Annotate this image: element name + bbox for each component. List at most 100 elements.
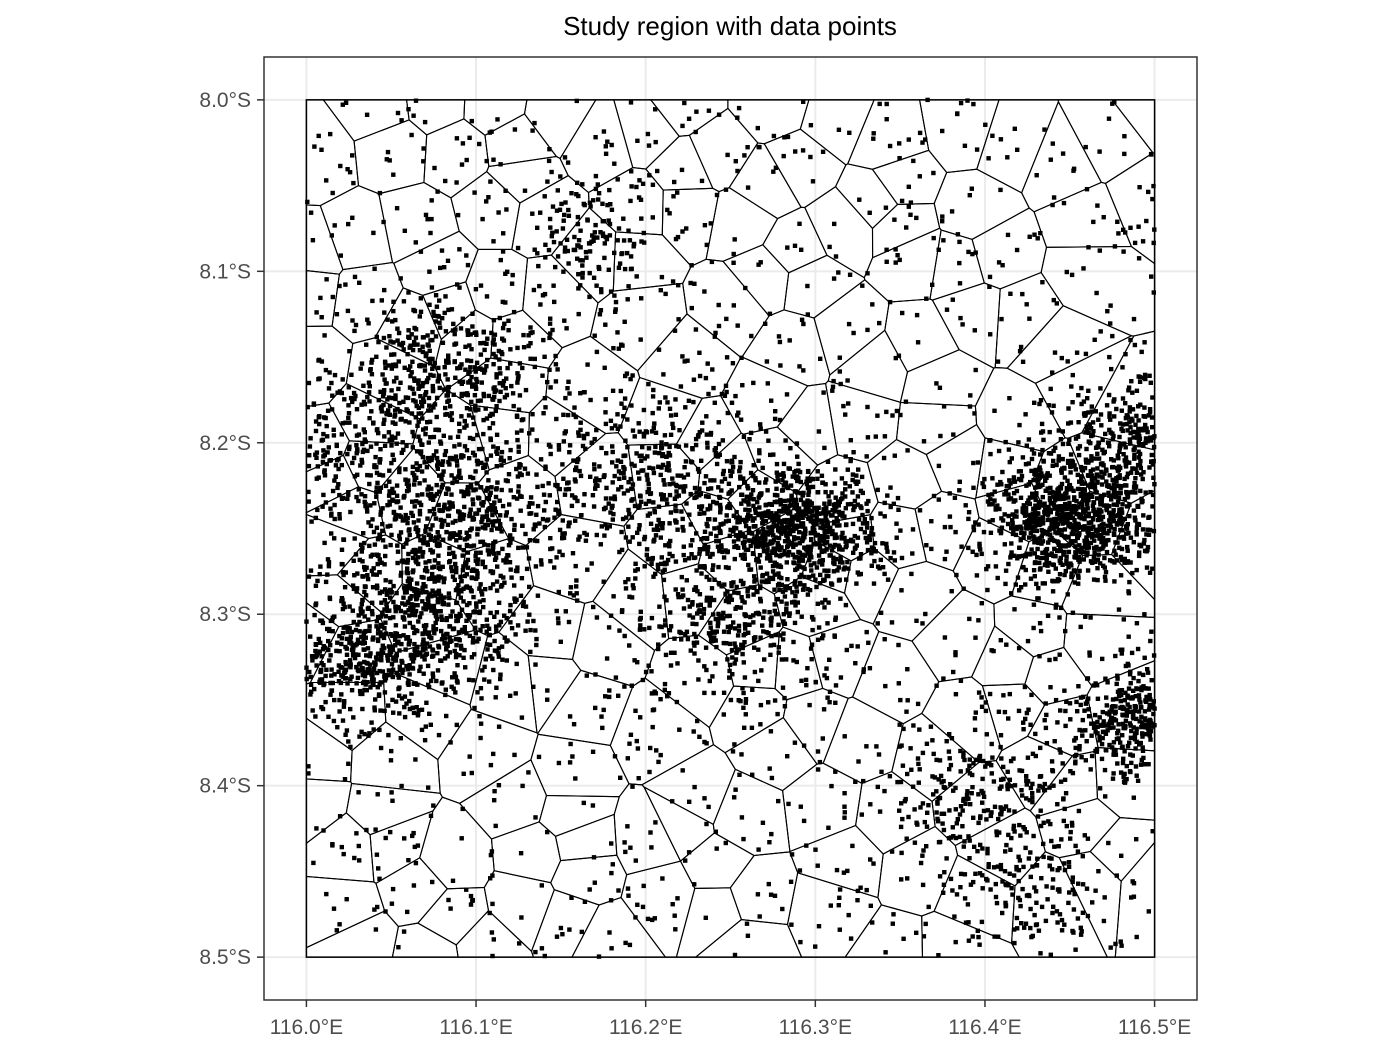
data-point xyxy=(410,555,416,561)
data-point xyxy=(793,149,798,154)
data-point xyxy=(445,377,450,382)
data-point xyxy=(990,476,995,481)
data-point xyxy=(1045,613,1051,618)
data-point xyxy=(378,509,384,515)
data-point xyxy=(514,466,519,472)
data-point xyxy=(988,451,993,457)
data-point xyxy=(469,399,474,405)
data-point xyxy=(864,454,869,459)
data-point xyxy=(566,619,572,625)
data-point xyxy=(772,517,777,523)
data-point xyxy=(1009,591,1014,596)
data-point xyxy=(515,345,520,351)
data-point xyxy=(880,565,886,570)
data-point xyxy=(839,476,845,481)
voronoi-cell xyxy=(391,922,459,958)
data-point xyxy=(391,362,396,368)
data-point xyxy=(322,333,327,338)
data-point xyxy=(801,743,807,748)
data-point xyxy=(782,518,787,523)
data-point xyxy=(433,293,439,298)
data-point xyxy=(844,577,849,582)
voronoi-cell xyxy=(1061,553,1156,618)
data-point xyxy=(420,538,426,544)
data-point xyxy=(412,378,417,383)
data-point xyxy=(339,844,344,850)
data-point xyxy=(966,545,971,551)
data-point xyxy=(1095,479,1100,484)
data-point xyxy=(568,741,573,747)
data-point xyxy=(456,630,462,635)
data-point xyxy=(936,953,941,958)
data-point xyxy=(815,469,820,474)
data-point xyxy=(382,417,387,422)
data-point xyxy=(399,783,404,789)
data-point xyxy=(453,636,459,642)
data-point xyxy=(406,328,411,333)
data-point xyxy=(1032,400,1037,405)
data-point xyxy=(852,546,858,551)
data-point xyxy=(399,641,404,647)
data-point xyxy=(421,335,426,340)
data-point xyxy=(413,526,418,532)
data-point xyxy=(457,653,462,658)
data-point xyxy=(1082,487,1087,492)
data-point xyxy=(1031,625,1036,631)
data-point xyxy=(658,697,663,702)
data-point xyxy=(1083,513,1088,518)
data-point xyxy=(484,364,489,369)
data-point xyxy=(520,603,526,609)
data-point xyxy=(415,628,420,634)
data-point xyxy=(808,553,813,558)
data-point xyxy=(850,521,856,527)
data-point xyxy=(855,644,860,649)
data-point xyxy=(571,412,576,417)
data-point xyxy=(797,868,803,873)
data-point xyxy=(638,715,643,720)
data-point xyxy=(412,376,417,381)
data-point xyxy=(308,634,313,639)
data-point xyxy=(652,916,657,921)
data-point xyxy=(432,360,437,366)
data-point xyxy=(1102,565,1107,570)
data-point xyxy=(458,595,463,600)
data-point xyxy=(799,317,805,322)
data-point xyxy=(962,872,968,877)
voronoi-cell xyxy=(613,783,682,876)
data-point xyxy=(446,459,451,465)
data-point xyxy=(761,536,766,541)
data-point xyxy=(653,571,658,577)
data-point xyxy=(370,298,375,304)
data-point xyxy=(501,458,506,464)
data-point xyxy=(806,506,811,511)
data-point xyxy=(1080,490,1086,495)
data-point xyxy=(453,375,458,380)
data-point xyxy=(395,110,401,116)
data-point xyxy=(332,223,337,228)
data-point xyxy=(1035,481,1041,487)
data-point xyxy=(658,752,663,758)
data-point xyxy=(718,529,723,534)
data-point xyxy=(435,189,440,194)
data-point xyxy=(467,456,472,461)
data-point xyxy=(867,534,872,539)
data-point xyxy=(601,129,607,134)
data-point xyxy=(840,491,845,496)
data-point xyxy=(897,257,902,263)
data-point xyxy=(411,603,416,608)
data-point xyxy=(520,545,525,550)
data-point xyxy=(1067,483,1072,488)
data-point xyxy=(409,691,414,696)
data-point xyxy=(430,523,435,528)
data-point xyxy=(850,477,855,483)
data-point xyxy=(611,346,616,351)
data-point xyxy=(552,565,557,570)
data-point xyxy=(440,340,446,345)
data-point xyxy=(446,602,451,607)
data-point xyxy=(468,507,473,512)
data-point xyxy=(430,571,435,577)
data-point xyxy=(1125,544,1130,550)
data-point xyxy=(897,156,902,161)
voronoi-cell xyxy=(305,99,360,207)
data-point xyxy=(805,485,811,490)
